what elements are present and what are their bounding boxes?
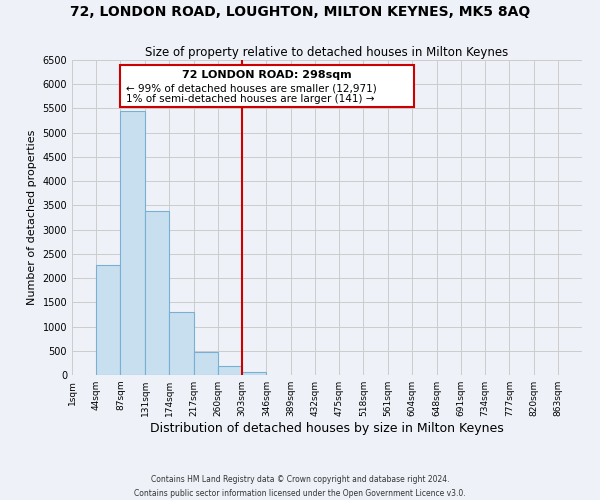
Text: Contains HM Land Registry data © Crown copyright and database right 2024.
Contai: Contains HM Land Registry data © Crown c…: [134, 476, 466, 498]
Text: 72 LONDON ROAD: 298sqm: 72 LONDON ROAD: 298sqm: [182, 70, 352, 81]
Title: Size of property relative to detached houses in Milton Keynes: Size of property relative to detached ho…: [145, 46, 509, 59]
Bar: [218, 366, 242, 375]
Bar: [242, 372, 266, 375]
Bar: [169, 312, 194, 375]
Bar: [96, 265, 121, 375]
X-axis label: Distribution of detached houses by size in Milton Keynes: Distribution of detached houses by size …: [150, 422, 504, 435]
Y-axis label: Number of detached properties: Number of detached properties: [27, 130, 37, 305]
Bar: [145, 211, 169, 375]
Text: 72, LONDON ROAD, LOUGHTON, MILTON KEYNES, MK5 8AQ: 72, LONDON ROAD, LOUGHTON, MILTON KEYNES…: [70, 5, 530, 19]
Text: 1% of semi-detached houses are larger (141) →: 1% of semi-detached houses are larger (1…: [126, 94, 374, 104]
Bar: [121, 111, 145, 375]
Text: ← 99% of detached houses are smaller (12,971): ← 99% of detached houses are smaller (12…: [126, 83, 377, 93]
Bar: [194, 352, 218, 375]
FancyBboxPatch shape: [121, 65, 413, 107]
